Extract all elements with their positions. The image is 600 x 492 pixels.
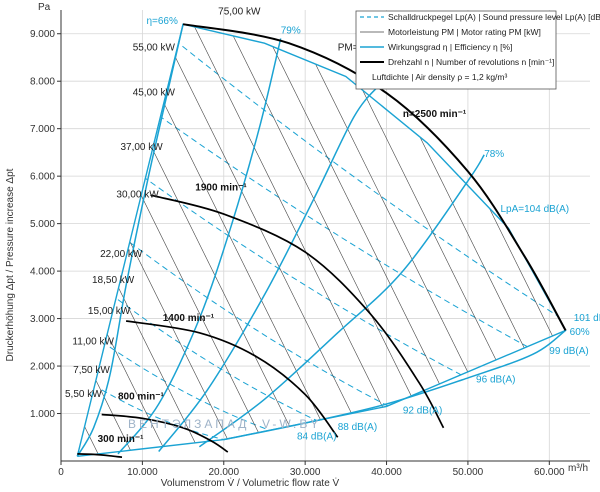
efficiency-curve-3	[198, 154, 485, 448]
motor-power-label: 75,00 kW	[218, 7, 261, 18]
legend-entry: Wirkungsgrad η | Efficiency η [%]	[388, 42, 512, 52]
motor-power-label: 11,00 kW	[72, 337, 114, 348]
legend-entry: Motorleistung PM | Motor rating PM [kW]	[388, 27, 541, 37]
motor-power-label: 22,00 kW	[100, 249, 143, 260]
legend: Schalldruckpegel Lp(A) | Sound pressure …	[355, 10, 600, 90]
sound-pressure-line	[142, 175, 477, 384]
y-unit: Pa	[38, 2, 51, 13]
x-tick-label: 10.000	[127, 467, 158, 478]
sound-pressure-line	[150, 109, 542, 355]
speed-curves	[77, 23, 567, 459]
speed-label: 1400 min⁻¹	[163, 313, 215, 324]
y-axis-title: Druckerhöhung Δpt / Pressure increase Δp…	[5, 168, 16, 361]
x-tick-label: 60.000	[534, 467, 565, 478]
x-tick-label: 30.000	[290, 467, 321, 478]
speed-curve-4	[77, 453, 123, 459]
y-tick-label: 5.000	[30, 219, 55, 230]
sound-level-label: 101 dB(A)	[574, 313, 600, 324]
sound-pressure-line	[117, 299, 338, 431]
motor-power-line	[77, 24, 190, 457]
motor-power-line	[77, 24, 258, 457]
motor-power-line	[559, 24, 566, 457]
motor-power-line	[77, 24, 155, 457]
efficiency-label: 78%	[484, 149, 504, 160]
efficiency-label: 79%	[281, 26, 301, 37]
watermark-right: V-W.BY	[262, 417, 321, 431]
motor-power-label: 18,50 kW	[92, 275, 135, 286]
sound-level-label: LpA=104 dB(A)	[500, 204, 569, 215]
y-tick-label: 1.000	[30, 409, 55, 420]
curve-labels: 75,00 kW 55,00 kW 45,00 kW 37,00 kW 30,00 kW…	[65, 7, 600, 445]
motor-power-label: 30,00 kW	[116, 190, 159, 201]
motor-power-label: 7,50 kW	[73, 365, 110, 376]
legend-entry: Luftdichte | Air density ρ = 1,2 kg/m³	[372, 72, 507, 82]
y-tick-label: 8.000	[30, 77, 55, 88]
motor-power-label: 15,00 kW	[88, 306, 131, 317]
x-tick-label: 0	[58, 467, 64, 478]
sound-level-label: 96 dB(A)	[476, 375, 515, 386]
axes: 0 10.000 20.000 30.000 40.000 50.000 60.000 1.0…	[30, 10, 590, 478]
speed-curve-1	[150, 194, 445, 429]
speed-label: n=2500 min⁻¹	[403, 109, 467, 120]
efficiency-curves	[76, 24, 567, 457]
sound-level-label: 92 dB(A)	[403, 406, 442, 417]
motor-power-line	[594, 5, 600, 492]
motor-power-label: 45,00 kW	[133, 87, 176, 98]
speed-label: 1900 min⁻¹	[195, 182, 247, 193]
x-tick-label: 40.000	[371, 467, 402, 478]
legend-entry: Drehzahl n | Number of revolutions n [mi…	[388, 57, 554, 67]
efficiency-curve-0	[76, 24, 184, 457]
efficiency-curve-4	[223, 329, 567, 441]
motor-power-label: 5,50 kW	[65, 389, 102, 400]
y-tick-label: 7.000	[30, 124, 55, 135]
efficiency-curve-1	[117, 38, 282, 455]
efficiency-label: 60%	[570, 327, 590, 338]
speed-curve-2	[125, 320, 339, 438]
sound-level-label: 88 dB(A)	[338, 422, 377, 433]
y-tick-label: 3.000	[30, 314, 55, 325]
speed-curve-0	[182, 23, 567, 331]
y-tick-label: 6.000	[30, 172, 55, 183]
x-tick-label: 20.000	[208, 467, 239, 478]
motor-power-label: 37,00 kW	[120, 142, 163, 153]
efficiency-curve-2	[158, 85, 379, 452]
watermark-left: ВЕНТЭЛЗАПАД	[128, 417, 249, 431]
legend-box	[355, 10, 557, 90]
x-axis-title: Volumenstrom V̇ / Volumetric flow rate V…	[161, 476, 340, 489]
x-unit: m³/h	[568, 463, 588, 474]
y-tick-label: 2.000	[30, 362, 55, 373]
sound-pressure-line	[166, 33, 566, 322]
speed-curve-3	[101, 413, 229, 453]
y-tick-label: 4.000	[30, 267, 55, 278]
legend-entry: Schalldruckpegel Lp(A) | Sound pressure …	[388, 12, 600, 22]
sound-level-label: 99 dB(A)	[549, 346, 588, 357]
sound-level-label: 84 dB(A)	[297, 432, 336, 443]
y-tick-label: 9.000	[30, 29, 55, 40]
efficiency-label: η=66%	[146, 16, 178, 27]
motor-power-label: 55,00 kW	[133, 42, 176, 53]
speed-label: 300 min⁻¹	[98, 434, 145, 445]
sound-pressure-line	[129, 242, 404, 414]
x-tick-label: 50.000	[453, 467, 484, 478]
speed-label: 800 min⁻¹	[118, 391, 165, 402]
